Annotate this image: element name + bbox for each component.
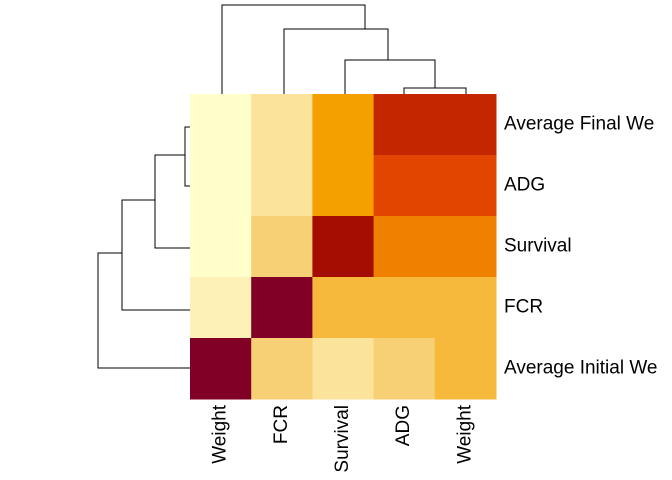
heatmap-cell xyxy=(312,277,375,339)
heatmap-cell xyxy=(190,94,252,156)
heatmap-cell xyxy=(190,338,252,400)
column-dendrogram xyxy=(221,4,467,94)
heatmap-cell xyxy=(434,94,497,156)
heatmap-cell xyxy=(251,94,313,156)
heatmap-cell xyxy=(373,155,436,217)
heatmap-cell xyxy=(434,277,497,339)
row-label: Survival xyxy=(504,236,572,257)
heatmap-cell xyxy=(373,338,436,400)
dendrogram-branch xyxy=(221,4,467,94)
heatmap-cell xyxy=(190,277,252,339)
row-label: Average Final We xyxy=(504,114,654,135)
heatmap-cells xyxy=(190,94,497,400)
row-label: FCR xyxy=(504,297,543,318)
heatmap-cell xyxy=(251,338,313,400)
heatmap-cell xyxy=(373,216,436,278)
heatmap-cell xyxy=(434,216,497,278)
heatmap-cell xyxy=(434,155,497,217)
heatmap-cell xyxy=(373,94,436,156)
column-label: ADG xyxy=(393,405,414,446)
heatmap-cell xyxy=(312,338,375,400)
column-label: Weight xyxy=(210,404,231,464)
heatmap-cell xyxy=(251,216,313,278)
dendrogram-branch xyxy=(97,126,190,369)
heatmap-cell xyxy=(251,155,313,217)
heatmap-cell xyxy=(312,216,375,278)
heatmap-cell xyxy=(312,94,375,156)
heatmap-cell xyxy=(190,155,252,217)
heatmap-cell xyxy=(373,277,436,339)
row-label: Average Initial We xyxy=(504,358,658,379)
column-label: Weight xyxy=(454,404,475,464)
heatmap-cell xyxy=(434,338,497,400)
heatmap-cell xyxy=(190,216,252,278)
heatmap-cell xyxy=(251,277,313,339)
column-label: Survival xyxy=(332,405,353,473)
row-dendrogram xyxy=(97,126,190,369)
column-label: FCR xyxy=(271,405,292,444)
row-label: ADG xyxy=(504,175,545,196)
heatmap-cell xyxy=(312,155,375,217)
